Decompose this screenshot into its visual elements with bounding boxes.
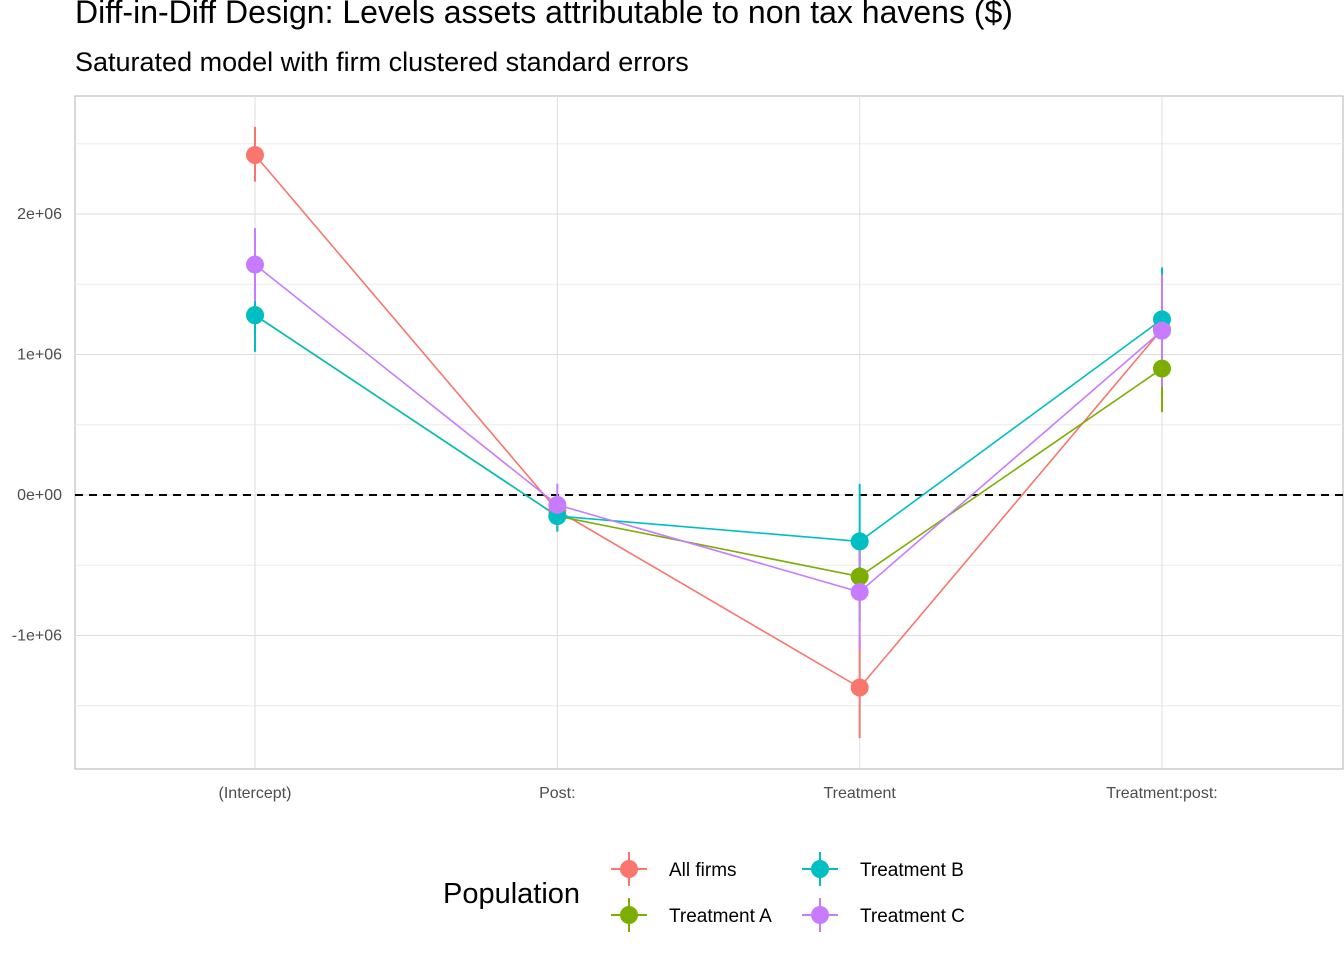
data-point-treatment-a [1153, 359, 1171, 378]
data-point-treatment-c [548, 495, 567, 514]
legend-item-treatment-c: Treatment C [802, 898, 965, 932]
legend-label: All firms [669, 860, 737, 881]
data-point-treatment-a [850, 567, 869, 586]
x-tick-label: Treatment [824, 785, 897, 802]
legend: Population All firms Treatment A Treatment … [443, 852, 965, 932]
panel-border [74, 95, 1344, 770]
data-point-treatment-b [246, 306, 264, 325]
data-point-treatment-c [1153, 321, 1171, 340]
legend-label: Treatment B [860, 860, 964, 881]
legend-key-point [811, 906, 829, 924]
y-tick-label: -1e+06 [12, 628, 62, 645]
legend-key-point [620, 906, 638, 924]
series-line-all-firms [254, 154, 1163, 689]
series-marks [246, 126, 1171, 739]
series-line-treatment-b [254, 314, 1163, 543]
data-point-treatment-c [850, 582, 869, 601]
grid-lines [74, 95, 1344, 770]
data-point-all-firms [246, 146, 264, 165]
legend-key-point [811, 860, 829, 878]
legend-label: Treatment C [860, 906, 965, 927]
legend-title: Population [443, 878, 580, 910]
chart-subtitle: Saturated model with firm clustered stan… [75, 47, 689, 77]
data-point-treatment-b [850, 532, 869, 551]
y-tick-label: 1e+06 [17, 347, 62, 364]
legend-key-point [620, 860, 638, 878]
x-tick-label: Post: [539, 785, 575, 802]
axis-labels: -1e+06 0e+00 1e+06 2e+06 (Intercept) Post: Tre… [12, 206, 1218, 802]
chart-title: Diff-in-Diff Design: Levels assets attri… [75, 0, 1013, 30]
legend-item-all-firms: All firms [611, 852, 737, 886]
legend-label: Treatment A [669, 906, 772, 927]
data-point-treatment-c [246, 255, 264, 274]
x-tick-label: (Intercept) [219, 785, 292, 802]
data-point-all-firms [850, 678, 869, 697]
x-tick-label: Treatment:post: [1106, 785, 1217, 802]
y-tick-label: 2e+06 [17, 206, 62, 223]
y-tick-label: 0e+00 [17, 487, 62, 504]
legend-item-treatment-b: Treatment B [802, 852, 964, 886]
legend-item-treatment-a: Treatment A [611, 898, 772, 932]
series-line-treatment-c [254, 263, 1163, 593]
